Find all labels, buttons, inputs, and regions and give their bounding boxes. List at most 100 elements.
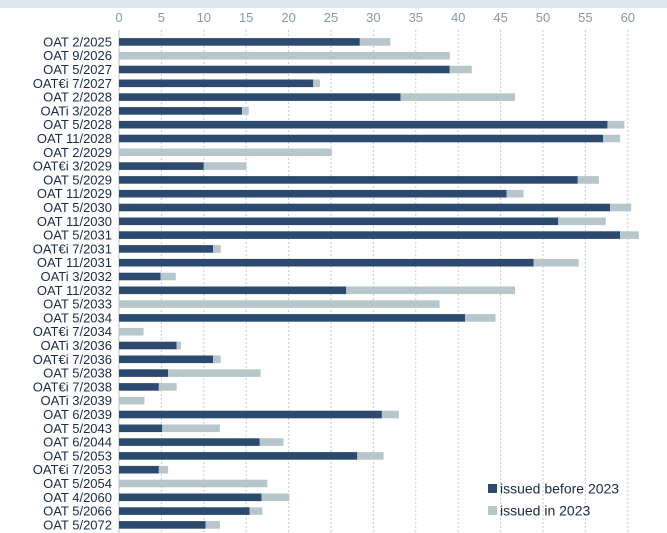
bar-issued-in-2023 <box>203 162 247 170</box>
category-label: OATi 3/2032 <box>40 269 112 284</box>
category-label: OAT€i 7/2034 <box>33 324 112 339</box>
x-tick-label: 0 <box>115 10 122 25</box>
category-label: OAT 11/2032 <box>37 283 112 298</box>
category-label: OATi 3/2039 <box>40 393 112 408</box>
bar-issued-before-2023 <box>119 410 382 419</box>
x-tick-label: 15 <box>239 10 253 25</box>
legend-label-in-2023: issued in 2023 <box>500 503 591 519</box>
bar-issued-in-2023 <box>241 107 249 115</box>
bar-issued-in-2023 <box>359 38 391 46</box>
category-label: OAT 2/2025 <box>43 34 112 49</box>
bar-issued-before-2023 <box>119 120 608 129</box>
bar-issued-before-2023 <box>119 452 358 460</box>
bar-issued-before-2023 <box>119 38 360 46</box>
bar-issued-before-2023 <box>119 258 534 267</box>
bar-issued-before-2023 <box>119 438 260 446</box>
bar-issued-before-2023 <box>119 383 159 391</box>
bar-issued-in-2023 <box>213 355 221 364</box>
x-tick-label: 30 <box>366 10 380 25</box>
category-label: OAT€i 3/2029 <box>33 159 112 174</box>
bar-issued-before-2023 <box>119 355 214 364</box>
bar-issued-in-2023 <box>168 369 261 377</box>
category-label: OAT 5/2029 <box>43 172 112 187</box>
x-tick-label: 60 <box>621 10 635 25</box>
bar-issued-in-2023 <box>609 203 632 212</box>
bar-issued-in-2023 <box>213 245 221 253</box>
bar-layer <box>119 38 639 529</box>
category-label: OAT€i 7/2036 <box>33 352 112 367</box>
category-label: OAT 11/2031 <box>37 255 112 270</box>
bar-issued-before-2023 <box>119 217 559 226</box>
bar-issued-in-2023 <box>449 65 472 74</box>
bar-issued-before-2023 <box>119 79 314 88</box>
bar-issued-in-2023 <box>249 507 263 515</box>
x-tick-label: 10 <box>197 10 211 25</box>
bar-issued-before-2023 <box>119 314 465 322</box>
category-label: OAT 11/2029 <box>37 186 112 201</box>
x-tick-label: 55 <box>578 10 592 25</box>
category-label: OAT 5/2043 <box>43 421 112 436</box>
category-label: OAT 11/2030 <box>37 214 112 229</box>
bar-issued-before-2023 <box>119 465 159 474</box>
category-label: OAT 5/2031 <box>43 228 112 243</box>
x-tick-label: 45 <box>493 10 507 25</box>
category-label: OAT 5/2053 <box>43 448 112 463</box>
bar-issued-in-2023 <box>357 452 384 460</box>
bar-issued-in-2023 <box>205 521 220 529</box>
bar-issued-before-2023 <box>119 107 242 115</box>
bar-issued-in-2023 <box>119 148 332 157</box>
legend-swatch-in-2023 <box>488 506 497 515</box>
bar-issued-in-2023 <box>162 424 220 433</box>
bar-issued-in-2023 <box>119 51 450 60</box>
bar-issued-before-2023 <box>119 341 177 350</box>
bar-issued-in-2023 <box>400 93 516 101</box>
bar-issued-before-2023 <box>119 231 621 239</box>
bar-issued-in-2023 <box>158 383 177 391</box>
bar-issued-in-2023 <box>506 189 524 198</box>
category-label: OAT€i 7/2027 <box>33 76 112 91</box>
bar-issued-in-2023 <box>119 327 144 336</box>
bar-issued-before-2023 <box>119 203 610 212</box>
bar-issued-in-2023 <box>381 410 399 419</box>
bar-issued-before-2023 <box>119 162 204 170</box>
legend-label-before-2023: issued before 2023 <box>500 481 619 497</box>
bar-issued-in-2023 <box>119 396 145 405</box>
bar-issued-before-2023 <box>119 134 604 143</box>
category-label: OAT 5/2054 <box>43 476 112 491</box>
legend-swatch-before-2023 <box>488 484 497 493</box>
bar-issued-before-2023 <box>119 245 214 253</box>
category-label: OAT 4/2060 <box>43 490 112 505</box>
x-tick-label: 5 <box>158 10 165 25</box>
category-label: OATi 3/2036 <box>40 338 112 353</box>
x-axis-ticks: 0 5 10 15 20 25 30 35 40 45 50 55 60 <box>115 10 635 25</box>
category-label: OAT€i 7/2038 <box>33 379 112 394</box>
bar-issued-before-2023 <box>119 176 578 184</box>
category-label: OAT 11/2028 <box>37 131 112 146</box>
bar-issued-in-2023 <box>346 286 516 295</box>
bar-issued-before-2023 <box>119 369 169 377</box>
x-tick-label: 25 <box>324 10 338 25</box>
bar-issued-in-2023 <box>176 341 181 350</box>
bar-issued-in-2023 <box>259 438 284 446</box>
bar-issued-before-2023 <box>119 493 262 502</box>
category-label: OAT 5/2038 <box>43 366 112 381</box>
bar-issued-before-2023 <box>119 272 161 281</box>
category-label: OATi 3/2028 <box>40 103 112 118</box>
bar-issued-before-2023 <box>119 507 250 515</box>
x-tick-label: 35 <box>409 10 423 25</box>
x-tick-label: 20 <box>281 10 295 25</box>
category-label: OAT€i 7/2031 <box>33 241 112 256</box>
category-label: OAT 5/2030 <box>43 200 112 215</box>
bar-issued-in-2023 <box>160 272 176 281</box>
category-label: OAT 5/2027 <box>43 62 112 77</box>
x-tick-label: 50 <box>536 10 550 25</box>
bar-issued-in-2023 <box>603 134 621 143</box>
bar-issued-in-2023 <box>607 120 625 129</box>
category-label: OAT 5/2033 <box>43 297 112 312</box>
bar-issued-in-2023 <box>464 314 496 322</box>
category-label: OAT 2/2029 <box>43 145 112 160</box>
bar-issued-in-2023 <box>158 465 169 474</box>
